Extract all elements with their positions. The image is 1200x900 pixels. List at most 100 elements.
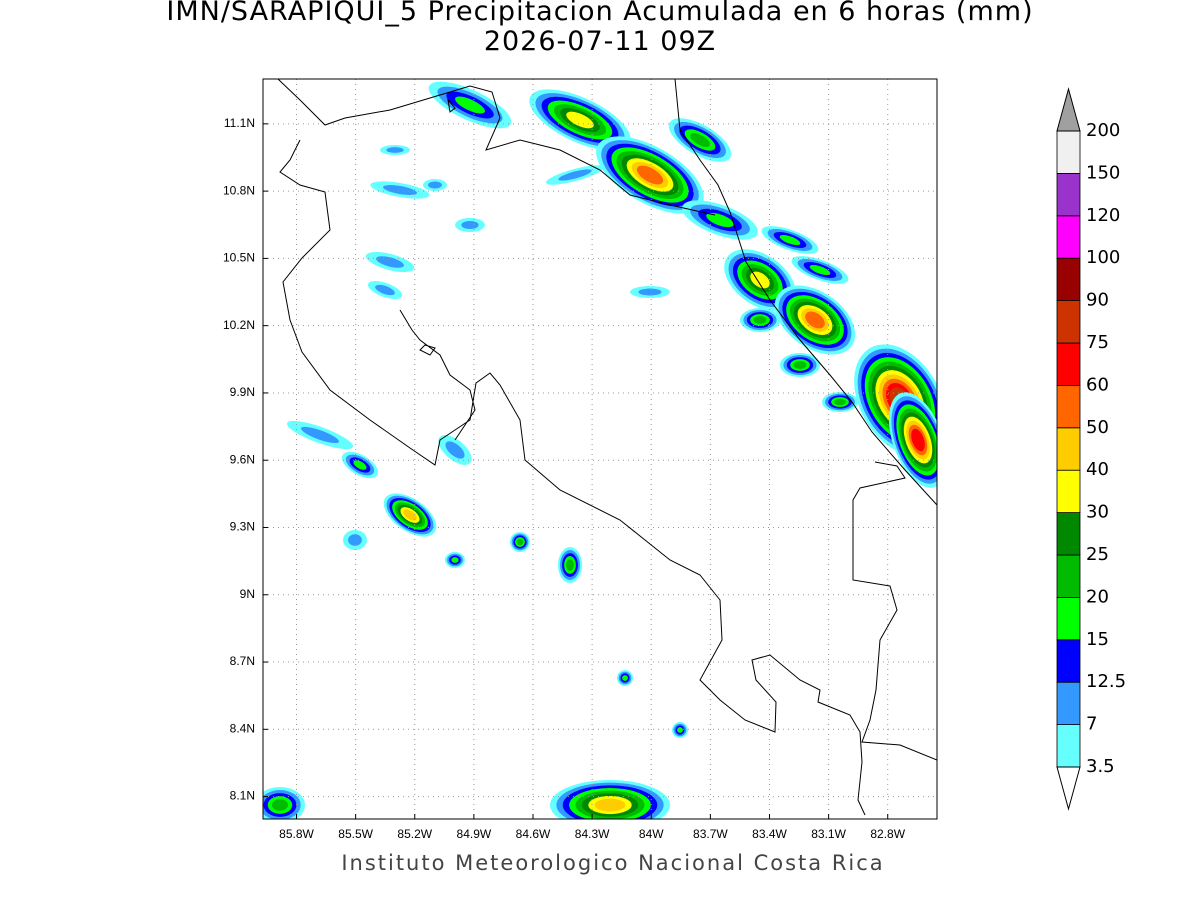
- y-tick-label: 8.4N: [230, 721, 255, 735]
- x-tick-label: 84.3W: [575, 827, 610, 841]
- colorbar-segment: [1056, 681, 1081, 726]
- y-tick-label: 9.9N: [230, 385, 255, 399]
- y-tick-label: 10.5N: [223, 251, 255, 265]
- map-subtitle: 2026-07-11 09Z: [484, 26, 716, 57]
- precip-band: [386, 147, 404, 153]
- colorbar-label: 120: [1086, 205, 1120, 226]
- colorbar-label: 200: [1086, 120, 1120, 141]
- precip-field: [263, 81, 937, 819]
- colorbar-segment: [1056, 130, 1081, 174]
- precip-band: [636, 165, 664, 185]
- colorbar-label: 15: [1086, 629, 1109, 650]
- nicaragua-border: [277, 79, 716, 216]
- y-tick-label: 10.8N: [223, 183, 255, 197]
- colorbar-label: 7: [1086, 714, 1097, 735]
- x-tick-label: 83.4W: [752, 827, 787, 841]
- colorbar-label: 60: [1086, 374, 1109, 395]
- x-tick-label: 85.8W: [279, 827, 314, 841]
- colorbar-segment: [1056, 724, 1081, 768]
- x-tick-label: 85.2W: [397, 827, 432, 841]
- y-tick-label: 8.7N: [230, 654, 255, 668]
- precip-band: [348, 534, 362, 546]
- y-tick-label: 9N: [240, 587, 255, 601]
- x-tick-label: 83.7W: [693, 827, 728, 841]
- x-tick-label: 82.8W: [870, 827, 905, 841]
- precip-band: [353, 460, 367, 470]
- x-tick-label: 84W: [639, 827, 664, 841]
- pacific-coast: [279, 139, 866, 816]
- grid: [263, 79, 937, 819]
- precip-band: [403, 509, 417, 521]
- colorbar-over: [1056, 87, 1081, 132]
- colorbar-segment: [1056, 384, 1081, 429]
- coastlines: [277, 79, 937, 816]
- colorbar: 3.5 7 12.5 15 20 25 30 40 50 60 75 90 100 120 150 200: [1056, 87, 1126, 811]
- x-tick-label: 84.9W: [457, 827, 492, 841]
- precip-band: [805, 311, 825, 329]
- precip-band: [677, 727, 683, 733]
- x-tick-label: 84.6W: [516, 827, 551, 841]
- precip-band: [382, 185, 418, 195]
- precip-band: [376, 256, 404, 268]
- precip-band: [779, 234, 801, 246]
- x-tick-label: 85.5W: [338, 827, 373, 841]
- map-frame: [262, 78, 938, 820]
- precip-band: [834, 398, 846, 406]
- precip-band: [566, 559, 574, 571]
- colorbar-segment: [1056, 469, 1081, 514]
- colorbar-segment: [1056, 342, 1081, 386]
- colorbar-label: 90: [1086, 290, 1109, 311]
- precip-band: [753, 316, 767, 324]
- precip-band: [558, 169, 592, 181]
- precip-band: [301, 426, 339, 444]
- precip-band: [461, 220, 479, 230]
- precip-band: [594, 798, 626, 812]
- y-tick-label: 10.2N: [223, 318, 255, 332]
- precip-band: [455, 96, 485, 114]
- precip-band: [516, 538, 524, 546]
- precip-band: [911, 428, 925, 452]
- colorbar-label: 30: [1086, 502, 1109, 523]
- colorbar-segment: [1056, 300, 1081, 344]
- colorbar-label: 100: [1086, 247, 1120, 268]
- colorbar-label: 25: [1086, 544, 1109, 565]
- precip-band: [445, 441, 465, 459]
- colorbar-segment: [1056, 172, 1081, 217]
- precip-band: [638, 288, 662, 296]
- y-tick-label: 9.3N: [230, 520, 255, 534]
- lake: [399, 98, 476, 441]
- colorbar-segment: [1056, 215, 1081, 259]
- y-tick-label: 8.1N: [230, 789, 255, 803]
- caribbean-coast: [674, 79, 937, 506]
- panama-border: [852, 461, 937, 761]
- footer: Instituto Meteorologico Nacional Costa R…: [341, 851, 884, 875]
- y-tick-label: 9.6N: [230, 452, 255, 466]
- colorbar-segment: [1056, 257, 1081, 302]
- colorbar-segment: [1056, 639, 1081, 683]
- map-title: IMN/SARAPIQUI_5 Precipitacion Acumulada …: [166, 0, 1033, 27]
- precip-band: [690, 133, 710, 147]
- precip-band: [375, 284, 395, 296]
- colorbar-label: 3.5: [1086, 756, 1115, 777]
- y-tick-label: 11.1N: [224, 116, 255, 130]
- precip-band: [622, 675, 628, 681]
- colorbar-under: [1056, 766, 1081, 811]
- colorbar-segment: [1056, 512, 1081, 556]
- precip-band: [793, 361, 807, 369]
- colorbar-label: 40: [1086, 459, 1109, 480]
- colorbar-segment: [1056, 597, 1081, 641]
- colorbar-label: 20: [1086, 586, 1109, 607]
- colorbar-label: 150: [1086, 162, 1120, 183]
- colorbar-label: 50: [1086, 417, 1109, 438]
- colorbar-label: 12.5: [1086, 671, 1126, 692]
- precip-band: [706, 212, 734, 228]
- precip-band: [566, 111, 594, 129]
- x-tick-label: 83.1W: [811, 827, 846, 841]
- precip-band: [428, 181, 442, 189]
- precip-band: [451, 557, 459, 563]
- colorbar-label: 75: [1086, 332, 1109, 353]
- precip-band: [809, 264, 831, 276]
- precip-band: [272, 799, 288, 811]
- colorbar-segment: [1056, 427, 1081, 471]
